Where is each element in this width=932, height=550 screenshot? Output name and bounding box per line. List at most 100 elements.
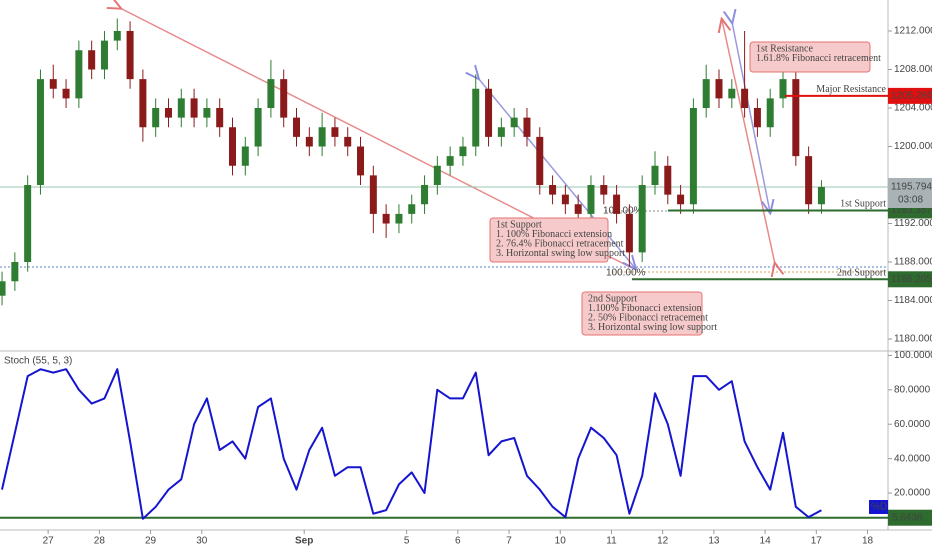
candle-body [446,156,454,166]
series-tag: %D [871,502,887,513]
y-tick-label: 1204.000 [894,103,932,114]
candle-body [216,108,224,128]
current-price-label: 1195.794 [891,182,932,193]
candle-body [702,79,710,109]
candle-body [62,88,70,99]
current-price-box [888,177,932,208]
price-label: 1205.260 [891,91,932,102]
candle-body [0,281,6,296]
annotation-text: 1. 100% Fibonacci extension [496,229,612,240]
candle-body [36,79,44,186]
annotation-text: 3. Horizontal swing low support [496,248,625,259]
candle-body [817,186,825,205]
y-tick-label: 1212.000 [894,26,932,37]
annotation-box [489,217,609,263]
price-label: 1186.205 [891,274,932,285]
annotation-text: 3. Horizontal swing low support [588,322,717,333]
candle-body [139,79,147,128]
candle-body [24,185,32,263]
candle-body [664,165,672,195]
series-tag-box [869,500,888,514]
y-tick-label: 60.0000 [894,419,931,430]
x-tick-label: 6 [455,536,461,547]
level-label: 1st Support [840,199,886,210]
candle-body [549,185,557,195]
fib-arrow [478,78,635,268]
candle-body [523,117,531,137]
annotation-text: 2nd Support [588,293,637,304]
x-tick-label: 29 [145,536,157,547]
y-tick-label: 1208.000 [894,64,932,75]
candle-body [11,262,19,282]
x-tick-label: 11 [606,536,617,547]
candle-body [228,127,236,166]
x-tick-label: 10 [555,536,567,547]
candle-body [472,88,480,147]
candle-body [715,79,723,99]
candle-body [651,165,659,186]
candle-body [625,213,633,253]
x-tick-label: 27 [43,536,55,547]
annotation-text: 1.100% Fibonacci extension [588,303,702,314]
candle-body [395,213,403,224]
x-tick-label: 17 [811,536,823,547]
x-tick-label: 5 [404,536,410,547]
x-tick-label: 18 [862,536,874,547]
candle-body [177,98,185,118]
candle-body [113,30,121,41]
candle-body [152,108,160,128]
countdown-label: 03:08 [898,195,923,206]
annotation-text: 1st Resistance [756,43,813,54]
candle-body [485,88,493,137]
candle-body [433,165,441,186]
price-label: 1193.357 [891,205,932,216]
y-tick-label: 1200.000 [894,141,932,152]
candle-body [421,185,429,205]
candle-body [331,127,339,137]
level-label: Major Resistance [816,84,886,95]
candle-body [126,30,134,80]
y-tick-label: 1188.000 [894,257,932,268]
candle-body [318,127,326,147]
candle-body [49,79,57,89]
candle-body [728,88,736,99]
candle-body [100,40,108,70]
candle-body [459,146,467,157]
candle-body [510,117,518,128]
y-tick-label: 1184.000 [894,295,932,306]
stoch-title: Stoch (55, 5, 3) [4,356,72,367]
candle-body [766,98,774,128]
annotation-box [749,41,871,73]
candle-body [254,108,262,147]
candle-body [561,194,569,205]
candle-body [689,108,697,205]
candle-body [792,79,800,157]
candle-body [613,194,621,214]
y-tick-label: 80.0000 [894,384,931,395]
candle-body [164,108,172,118]
y-tick-label: 1192.000 [894,218,932,229]
y-tick-label: 100.0000 [894,350,932,361]
candle-body [75,50,83,99]
candle-body [344,136,352,147]
x-tick-label: 30 [196,536,208,547]
annotation-box [581,291,703,336]
fib-label: 100.00% [606,268,646,279]
annotation-text: 1.61.8% Fibonacci retracement [756,53,881,64]
x-tick-label: 7 [506,536,512,547]
candle-body [497,127,505,137]
annotation-text: 1st Support [496,219,542,230]
level-label: 2nd Support [837,268,886,279]
candle-body [293,117,301,137]
stoch-level-label: 5.6438 [892,512,923,523]
y-tick-label: 20.0000 [894,488,931,499]
candle-body [677,194,685,205]
candle-body [408,204,416,214]
price-label-box [888,87,932,104]
candle-body [779,79,787,99]
candle-body [88,50,96,70]
candle-body [805,156,813,205]
candle-body [382,213,390,224]
candle-body [753,108,761,128]
